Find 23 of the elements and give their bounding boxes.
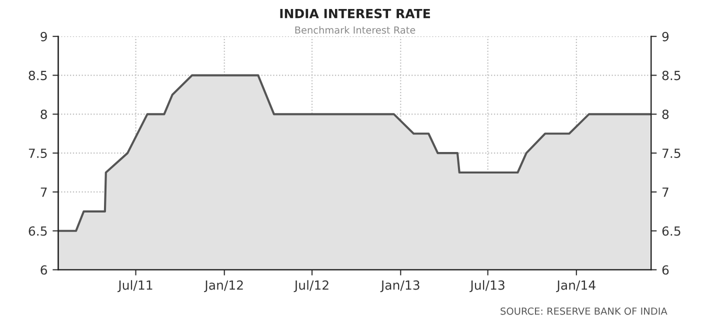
chart-subtitle: Benchmark Interest Rate <box>295 26 416 34</box>
y2-tick-label: 6 <box>662 265 669 275</box>
y-tick-label: 6 <box>40 265 48 275</box>
x-tick-label: Jul/12 <box>294 280 328 292</box>
y2-tick-label: 7.5 <box>662 148 680 158</box>
y2-tick-label: 8.5 <box>662 70 680 80</box>
y2-tick-label: 6.5 <box>662 226 680 236</box>
x-tick-label: Jul/13 <box>470 280 504 292</box>
y-tick-label: 6.5 <box>28 226 47 236</box>
y-tick-label: 8 <box>40 110 47 120</box>
y-tick-label: 7.5 <box>28 148 47 158</box>
y-tick-label: 8.5 <box>28 70 47 80</box>
source-note: SOURCE: RESERVE BANK OF INDIA <box>500 307 668 315</box>
x-tick-label: Jan/14 <box>556 280 596 292</box>
chart-title: INDIA INTEREST RATE <box>280 8 430 18</box>
x-tick-label: Jan/12 <box>204 280 243 292</box>
y-tick-label: 7 <box>40 188 47 197</box>
y2-tick-label: 7 <box>662 188 668 197</box>
x-tick-label: Jul/11 <box>118 280 152 292</box>
x-tick-label: Jan/13 <box>380 280 420 292</box>
y2-tick-label: 9 <box>662 32 669 42</box>
y2-tick-label: 8 <box>662 110 669 120</box>
y-tick-label: 9 <box>40 32 47 42</box>
